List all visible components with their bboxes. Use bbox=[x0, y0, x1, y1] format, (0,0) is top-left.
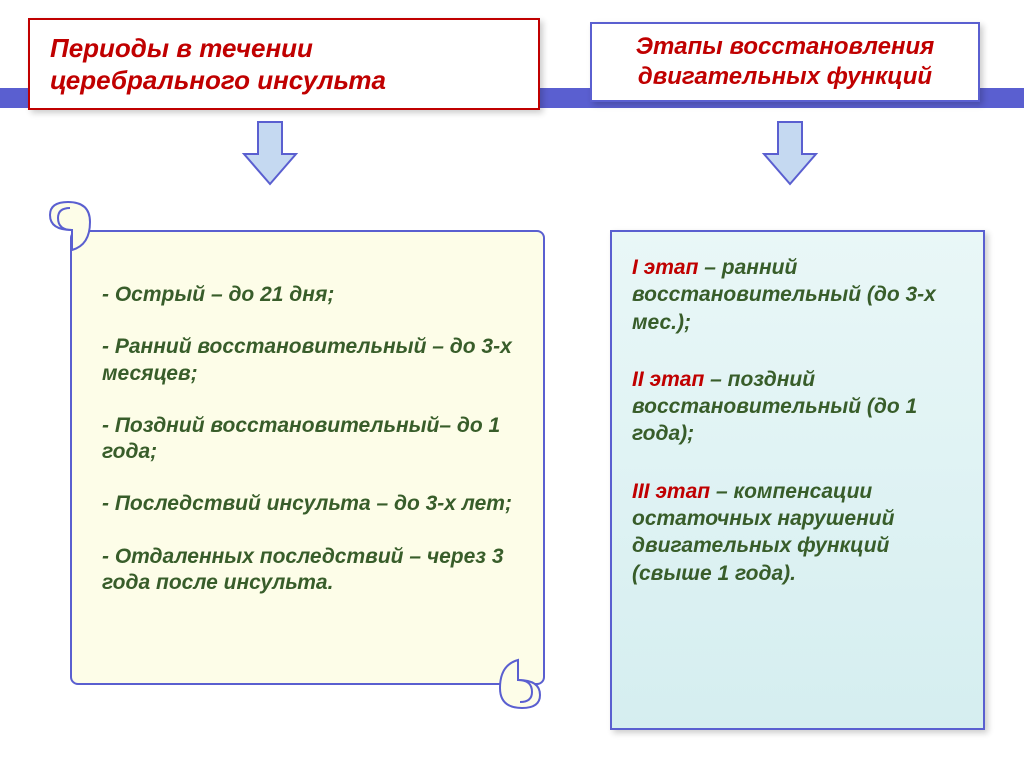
arrow-down-right-icon bbox=[760, 118, 820, 193]
stage-0-name: I этап bbox=[632, 256, 698, 279]
stages-panel: I этап – ранний восстановительный (до 3-… bbox=[610, 230, 985, 730]
title-box-stages: Этапы восстановления двигательных функци… bbox=[590, 22, 980, 102]
title-stages-text: Этапы восстановления двигательных функци… bbox=[606, 32, 964, 92]
period-item-0: - Острый – до 21 дня; bbox=[102, 282, 513, 308]
scroll-curl-top-icon bbox=[40, 200, 110, 265]
period-item-3: - Последствий инсульта – до 3-х лет; bbox=[102, 491, 513, 517]
period-item-4: - Отдаленных последствий – через 3 года … bbox=[102, 544, 513, 597]
scroll-curl-bottom-icon bbox=[480, 650, 550, 715]
periods-scroll-panel: - Острый – до 21 дня; - Ранний восстанов… bbox=[40, 200, 575, 715]
stage-item-1: II этап – поздний восстановительный (до … bbox=[632, 366, 963, 448]
arrow-down-left-icon bbox=[240, 118, 300, 193]
stage-2-name: III этап bbox=[632, 480, 710, 503]
title-box-periods: Периоды в течении церебрального инсульта bbox=[28, 18, 540, 110]
title-periods-text: Периоды в течении церебрального инсульта bbox=[50, 32, 518, 97]
stage-item-2: III этап – компенсации остаточных наруше… bbox=[632, 478, 963, 587]
stage-item-0: I этап – ранний восстановительный (до 3-… bbox=[632, 254, 963, 336]
stage-1-name: II этап bbox=[632, 368, 704, 391]
period-item-2: - Поздний восстановительный– до 1 года; bbox=[102, 413, 513, 466]
period-item-1: - Ранний восстановительный – до 3-х меся… bbox=[102, 334, 513, 387]
periods-scroll-body: - Острый – до 21 дня; - Ранний восстанов… bbox=[70, 230, 545, 685]
